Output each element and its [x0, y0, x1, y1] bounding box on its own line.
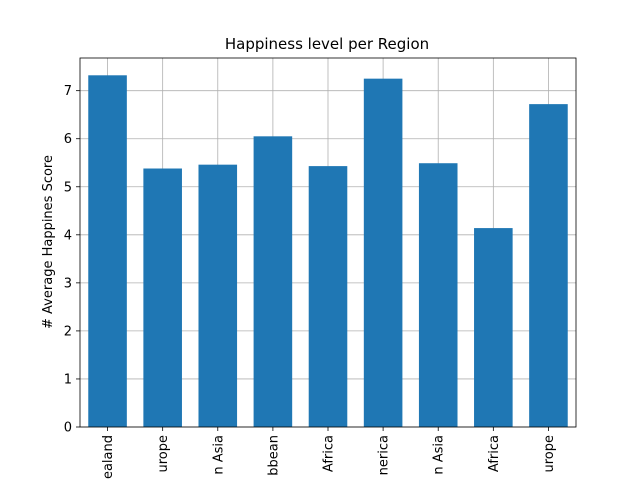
x-tick-label: Africa — [322, 435, 337, 472]
y-tick-label: 5 — [64, 180, 72, 195]
chart-title: Happiness level per Region — [225, 35, 429, 53]
y-tick-label: 6 — [64, 132, 72, 147]
y-tick-label: 2 — [64, 324, 72, 339]
bar — [253, 136, 293, 427]
y-axis-label: # Average Happines Score — [41, 155, 56, 329]
x-tick-label: Africa — [487, 435, 502, 472]
x-tick-label: bbean — [266, 435, 281, 476]
bar — [474, 228, 513, 427]
bar — [198, 164, 238, 427]
x-tick-label: nerica — [377, 435, 392, 475]
x-tick-label: n Asia — [432, 435, 447, 475]
x-tick-label: ealand — [101, 435, 116, 479]
bar — [529, 104, 568, 427]
bar — [88, 75, 127, 427]
x-tick-label: urope — [542, 435, 557, 473]
y-ticks: 0 1 2 3 4 5 6 7 — [64, 84, 80, 436]
y-tick-label: 4 — [64, 228, 72, 243]
y-tick-label: 1 — [64, 372, 72, 387]
x-tick-label: urope — [156, 435, 171, 473]
bar — [143, 168, 182, 427]
x-tick-label: n Asia — [211, 435, 226, 475]
bars — [88, 75, 568, 427]
y-tick-label: 7 — [64, 84, 72, 99]
bar — [418, 163, 458, 427]
bar — [308, 166, 348, 427]
y-tick-label: 3 — [64, 276, 72, 291]
y-tick-label: 0 — [64, 421, 72, 436]
x-ticks: ealand urope n Asia bbean Africa nerica n Asia… — [101, 427, 557, 479]
bar — [363, 78, 403, 427]
